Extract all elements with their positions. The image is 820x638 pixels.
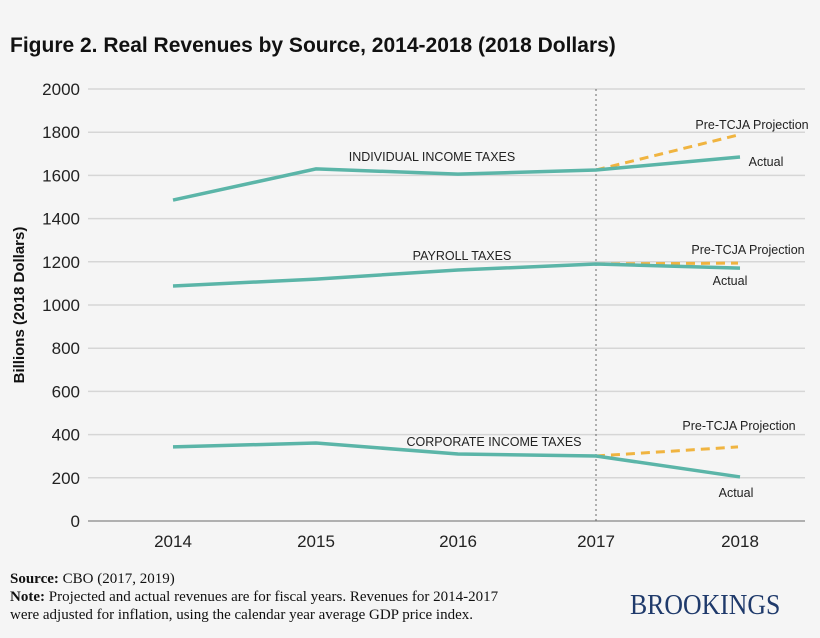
actual-line <box>172 155 741 202</box>
actual-label: Actual <box>749 155 784 169</box>
x-tick-label: 2016 <box>439 532 477 551</box>
y-tick-label: 1000 <box>42 296 80 315</box>
y-tick-label: 200 <box>52 469 80 488</box>
series-label: INDIVIDUAL INCOME TAXES <box>349 150 515 164</box>
projection-line <box>595 445 739 458</box>
note: Note: Projected and actual revenues are … <box>10 588 498 606</box>
source-note: Source: CBO (2017, 2019) <box>10 570 175 588</box>
x-tick-label: 2018 <box>721 532 759 551</box>
brookings-logo: BROOKINGS <box>630 590 781 621</box>
y-tick-label: 1800 <box>42 123 80 142</box>
y-tick-label: 1400 <box>42 210 80 229</box>
actual-label: Actual <box>719 486 754 500</box>
y-tick-label: 1600 <box>42 166 80 185</box>
actual-label: Actual <box>713 274 748 288</box>
series-label: CORPORATE INCOME TAXES <box>406 435 581 449</box>
source-label: Source: <box>10 571 59 587</box>
y-tick-label: 400 <box>52 426 80 445</box>
actual-line <box>172 262 741 288</box>
actual-line <box>172 441 741 479</box>
note-line-2: were adjusted for inflation, using the c… <box>10 607 474 623</box>
y-axis-label: Billions (2018 Dollars) <box>11 227 28 384</box>
y-tick-label: 1200 <box>42 253 80 272</box>
y-tick-label: 600 <box>52 382 80 401</box>
x-tick-label: 2015 <box>297 532 335 551</box>
note-text: Projected and actual revenues are for fi… <box>44 589 499 605</box>
y-tick-label: 2000 <box>42 80 80 99</box>
projection-label: Pre-TCJA Projection <box>691 243 804 257</box>
series-label: PAYROLL TAXES <box>413 249 512 263</box>
projection-line <box>595 133 739 172</box>
line-chart: 0 200 400 600 800 1000 1200 1400 1600 1800 2000 201… <box>11 80 809 551</box>
note-label: Note: <box>10 589 45 605</box>
projection-label: Pre-TCJA Projection <box>682 419 795 433</box>
source-text: CBO (2017, 2019) <box>58 571 175 587</box>
y-tick-label: 0 <box>71 512 80 531</box>
x-tick-label: 2017 <box>577 532 615 551</box>
projection-label: Pre-TCJA Projection <box>695 118 808 132</box>
x-tick-label: 2014 <box>154 532 192 551</box>
y-tick-label: 800 <box>52 339 80 358</box>
chart-title: Figure 2. Real Revenues by Source, 2014-… <box>10 34 616 57</box>
